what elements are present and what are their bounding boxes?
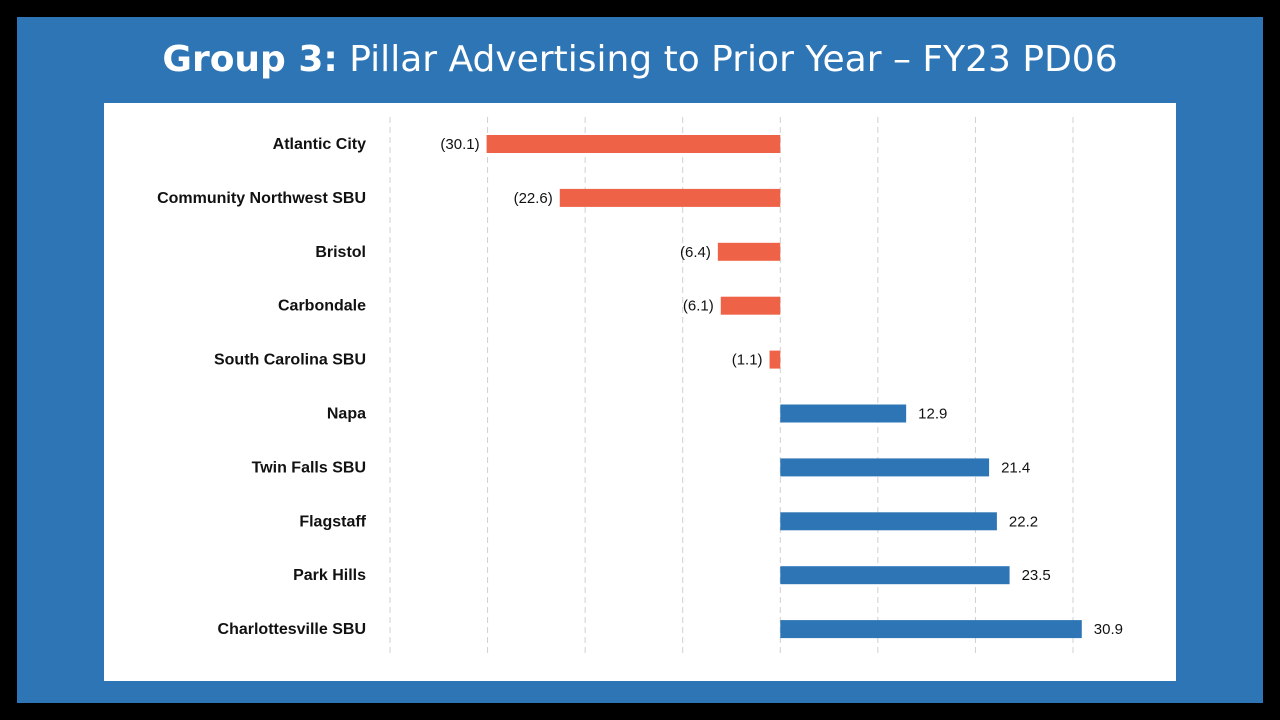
data-label: (30.1)	[440, 136, 479, 153]
bar	[486, 135, 781, 153]
category-label: South Carolina SBU	[214, 352, 366, 369]
category-label: Park Hills	[293, 567, 366, 584]
data-label: (6.4)	[680, 244, 711, 261]
data-label: (6.1)	[683, 298, 714, 315]
bar	[780, 566, 1010, 585]
bar	[720, 296, 781, 315]
data-label: 30.9	[1094, 621, 1123, 638]
category-label: Carbondale	[278, 298, 366, 315]
data-label: 21.4	[1001, 459, 1030, 476]
category-label: Atlantic City	[273, 136, 366, 153]
category-label: Charlottesville SBU	[218, 621, 366, 638]
bar	[717, 242, 781, 261]
category-label: Napa	[327, 406, 366, 423]
data-label: (1.1)	[732, 352, 763, 369]
chart-title: Group 3: Pillar Advertising to Prior Yea…	[17, 37, 1263, 83]
data-label: (22.6)	[514, 190, 553, 207]
bar	[769, 350, 781, 369]
bar	[780, 458, 990, 477]
bar	[780, 512, 997, 531]
category-label: Bristol	[315, 244, 366, 261]
slide-background: Group 3: Pillar Advertising to Prior Yea…	[17, 17, 1263, 703]
chart-panel: Atlantic City (30.1) Community Northwest S…	[104, 103, 1176, 681]
title-bold-part: Group 3:	[162, 39, 338, 80]
data-label: 12.9	[918, 406, 947, 423]
bar	[559, 188, 781, 207]
bar-chart: Atlantic City (30.1) Community Northwest S…	[157, 117, 1123, 657]
data-label: 22.2	[1009, 513, 1038, 530]
bar	[780, 620, 1082, 639]
category-label: Community Northwest SBU	[157, 190, 366, 207]
category-label: Flagstaff	[299, 513, 366, 530]
title-rest: Pillar Advertising to Prior Year – FY23 …	[349, 39, 1118, 80]
category-label: Twin Falls SBU	[252, 459, 366, 476]
bar	[780, 404, 907, 423]
data-label: 23.5	[1022, 567, 1051, 584]
